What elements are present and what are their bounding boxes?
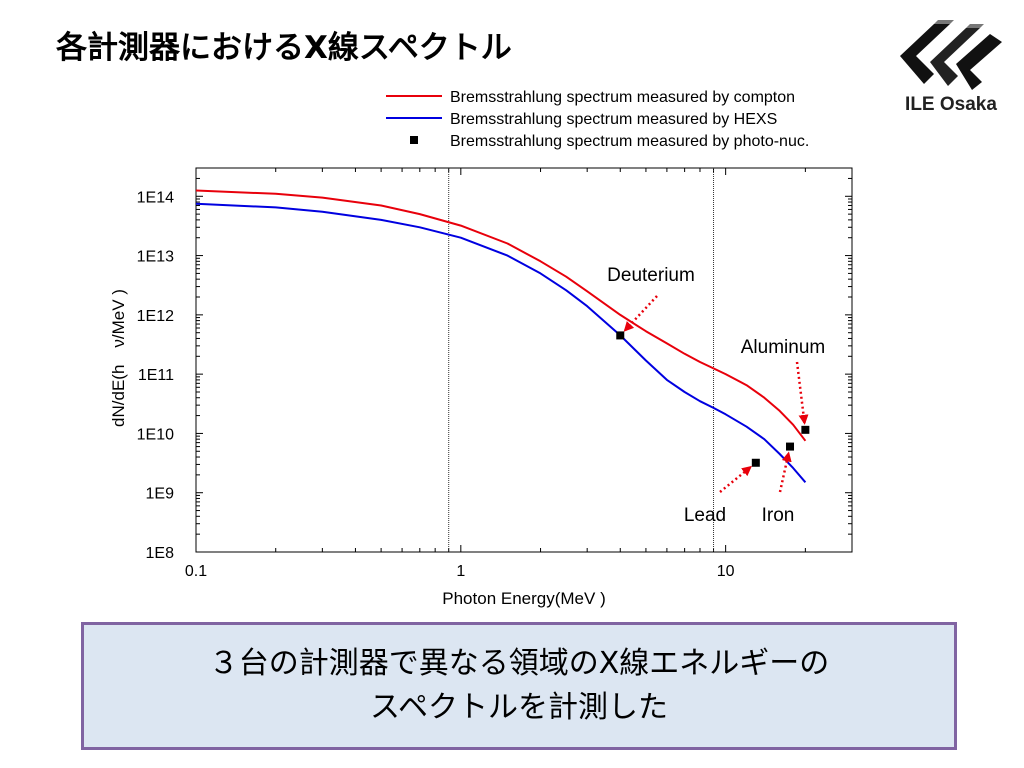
- y-axis-label: dN/dE(h ν/MeV ): [109, 289, 128, 427]
- annotation-arrow-lead: [719, 465, 752, 493]
- y-tick-label: 1E10: [137, 426, 174, 443]
- y-tick-label: 1E9: [146, 486, 175, 503]
- legend-label-2: Bremsstrahlung spectrum measured by HEXS: [450, 111, 777, 128]
- y-tick-label: 1E14: [137, 189, 174, 206]
- annotation-arrow-aluminum: [795, 361, 809, 425]
- plot-frame: [195, 167, 853, 553]
- x-tick-label: 1: [456, 563, 465, 580]
- x-tick-label: 0.1: [185, 563, 207, 580]
- annotation-lead: Lead: [684, 505, 726, 526]
- annotation-iron: Iron: [762, 505, 795, 526]
- y-tick-label: 1E11: [138, 367, 174, 384]
- caption-line-1: ３台の計測器で異なる領域のX線エネルギーの: [208, 646, 830, 681]
- slide-title: 各計測器におけるX線スペクトル: [56, 30, 512, 66]
- caption-box: ３台の計測器で異なる領域のX線エネルギーの スペクトルを計測した: [81, 622, 957, 750]
- caption-line-2: スペクトルを計測した: [370, 690, 668, 725]
- photo-nuc-point: [616, 331, 625, 340]
- y-tick-label: 1E12: [137, 308, 174, 325]
- y-tick-label: 1E13: [137, 249, 174, 266]
- x-axis-label: Photon Energy(MeV ): [442, 589, 605, 608]
- photo-nuc-point: [751, 458, 760, 467]
- annotation-arrow-iron: [778, 451, 792, 493]
- photo-nuc-point: [786, 442, 795, 451]
- series-line-2: [195, 202, 807, 483]
- spectrum-chart: 0.1 1 10 1E8 1E9 1E10 1E11 1E12 1E13 1E14 Photon E…: [109, 89, 853, 608]
- annotation-arrow-deuterium: [623, 295, 658, 332]
- annotation-aluminum: Aluminum: [741, 337, 825, 358]
- legend-swatch-3: [410, 136, 418, 144]
- photo-nuc-point: [801, 425, 810, 434]
- legend-label-3: Bremsstrahlung spectrum measured by phot…: [450, 133, 809, 150]
- x-tick-label: 10: [717, 563, 735, 580]
- ile-osaka-logo: ILE Osaka: [890, 18, 1012, 122]
- legend-label-1: Bremsstrahlung spectrum measured by comp…: [450, 89, 795, 106]
- y-tick-label: 1E8: [146, 545, 175, 562]
- annotation-deuterium: Deuterium: [607, 265, 695, 286]
- logo-text: ILE Osaka: [905, 94, 997, 115]
- ile-logo-icon: [900, 20, 1002, 90]
